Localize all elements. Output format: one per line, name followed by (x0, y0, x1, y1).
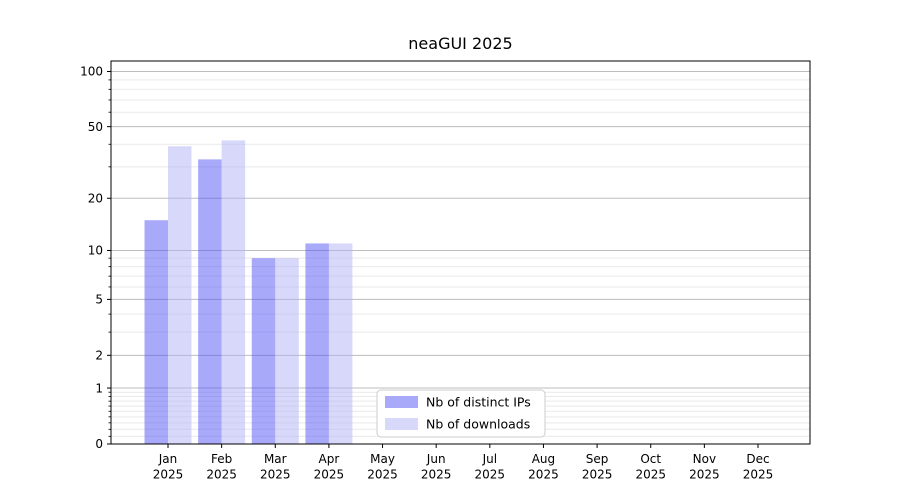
x-tick-label-month: Oct (640, 452, 661, 466)
x-axis: Jan 2025 Feb 2025 Mar 2025 Apr 2025 May 2025 Jun 20… (153, 444, 774, 482)
x-tick-label-year: 2025 (314, 468, 345, 482)
y-tick-label: 2 (95, 349, 103, 363)
x-tick-label-month: Mar (264, 452, 287, 466)
x-tick-label-month: Apr (319, 452, 340, 466)
x-tick-label-month: Jun (426, 452, 446, 466)
y-tick-label: 1 (95, 381, 103, 395)
x-tick-label-year: 2025 (475, 468, 506, 482)
x-tick-label-month: Feb (211, 452, 232, 466)
x-tick-label-month: Jan (158, 452, 178, 466)
legend-box (376, 389, 546, 438)
bar-downloads-apr (328, 243, 353, 444)
x-tick-label-month: Jul (482, 452, 497, 466)
x-tick-label-year: 2025 (421, 468, 452, 482)
y-tick-label: 10 (88, 244, 103, 258)
bar-ips-feb (198, 159, 222, 445)
legend: Nb of distinct IPs Nb of downloads (376, 389, 546, 438)
x-tick-label-month: Sep (586, 452, 609, 466)
x-tick-label-year: 2025 (367, 468, 398, 482)
bar-downloads-feb (221, 140, 246, 444)
plot-spines (110, 60, 811, 445)
bar-ips-mar (251, 258, 276, 444)
x-tick-label-year: 2025 (206, 468, 237, 482)
bar-downloads-mar (275, 258, 299, 444)
y-tick-label: 100 (80, 65, 103, 79)
x-tick-label-year: 2025 (689, 468, 720, 482)
legend-swatch-ips (385, 396, 418, 408)
x-tick-label-year: 2025 (528, 468, 559, 482)
bar-ips-apr (305, 243, 329, 444)
y-tick-label: 50 (88, 120, 103, 134)
y-tick-label: 20 (88, 191, 103, 205)
legend-label: Nb of downloads (426, 417, 530, 432)
chart-title: neaGUI 2025 (408, 34, 513, 53)
x-tick-label-month: Dec (746, 452, 769, 466)
x-tick-label-month: Aug (532, 452, 555, 466)
y-tick-label: 5 (95, 293, 103, 307)
legend-label: Nb of distinct IPs (426, 395, 531, 410)
x-tick-label-year: 2025 (582, 468, 613, 482)
x-tick-label-year: 2025 (153, 468, 184, 482)
x-tick-label-month: Nov (693, 452, 716, 466)
x-tick-label-year: 2025 (635, 468, 666, 482)
x-tick-label-year: 2025 (743, 468, 774, 482)
bars (144, 140, 353, 445)
bar-downloads-jan (168, 146, 192, 445)
x-tick-label-month: May (370, 452, 395, 466)
bar-ips-jan (144, 220, 168, 444)
x-tick-label-year: 2025 (260, 468, 291, 482)
y-tick-label: 0 (95, 437, 103, 451)
legend-swatch-downloads (385, 418, 418, 430)
